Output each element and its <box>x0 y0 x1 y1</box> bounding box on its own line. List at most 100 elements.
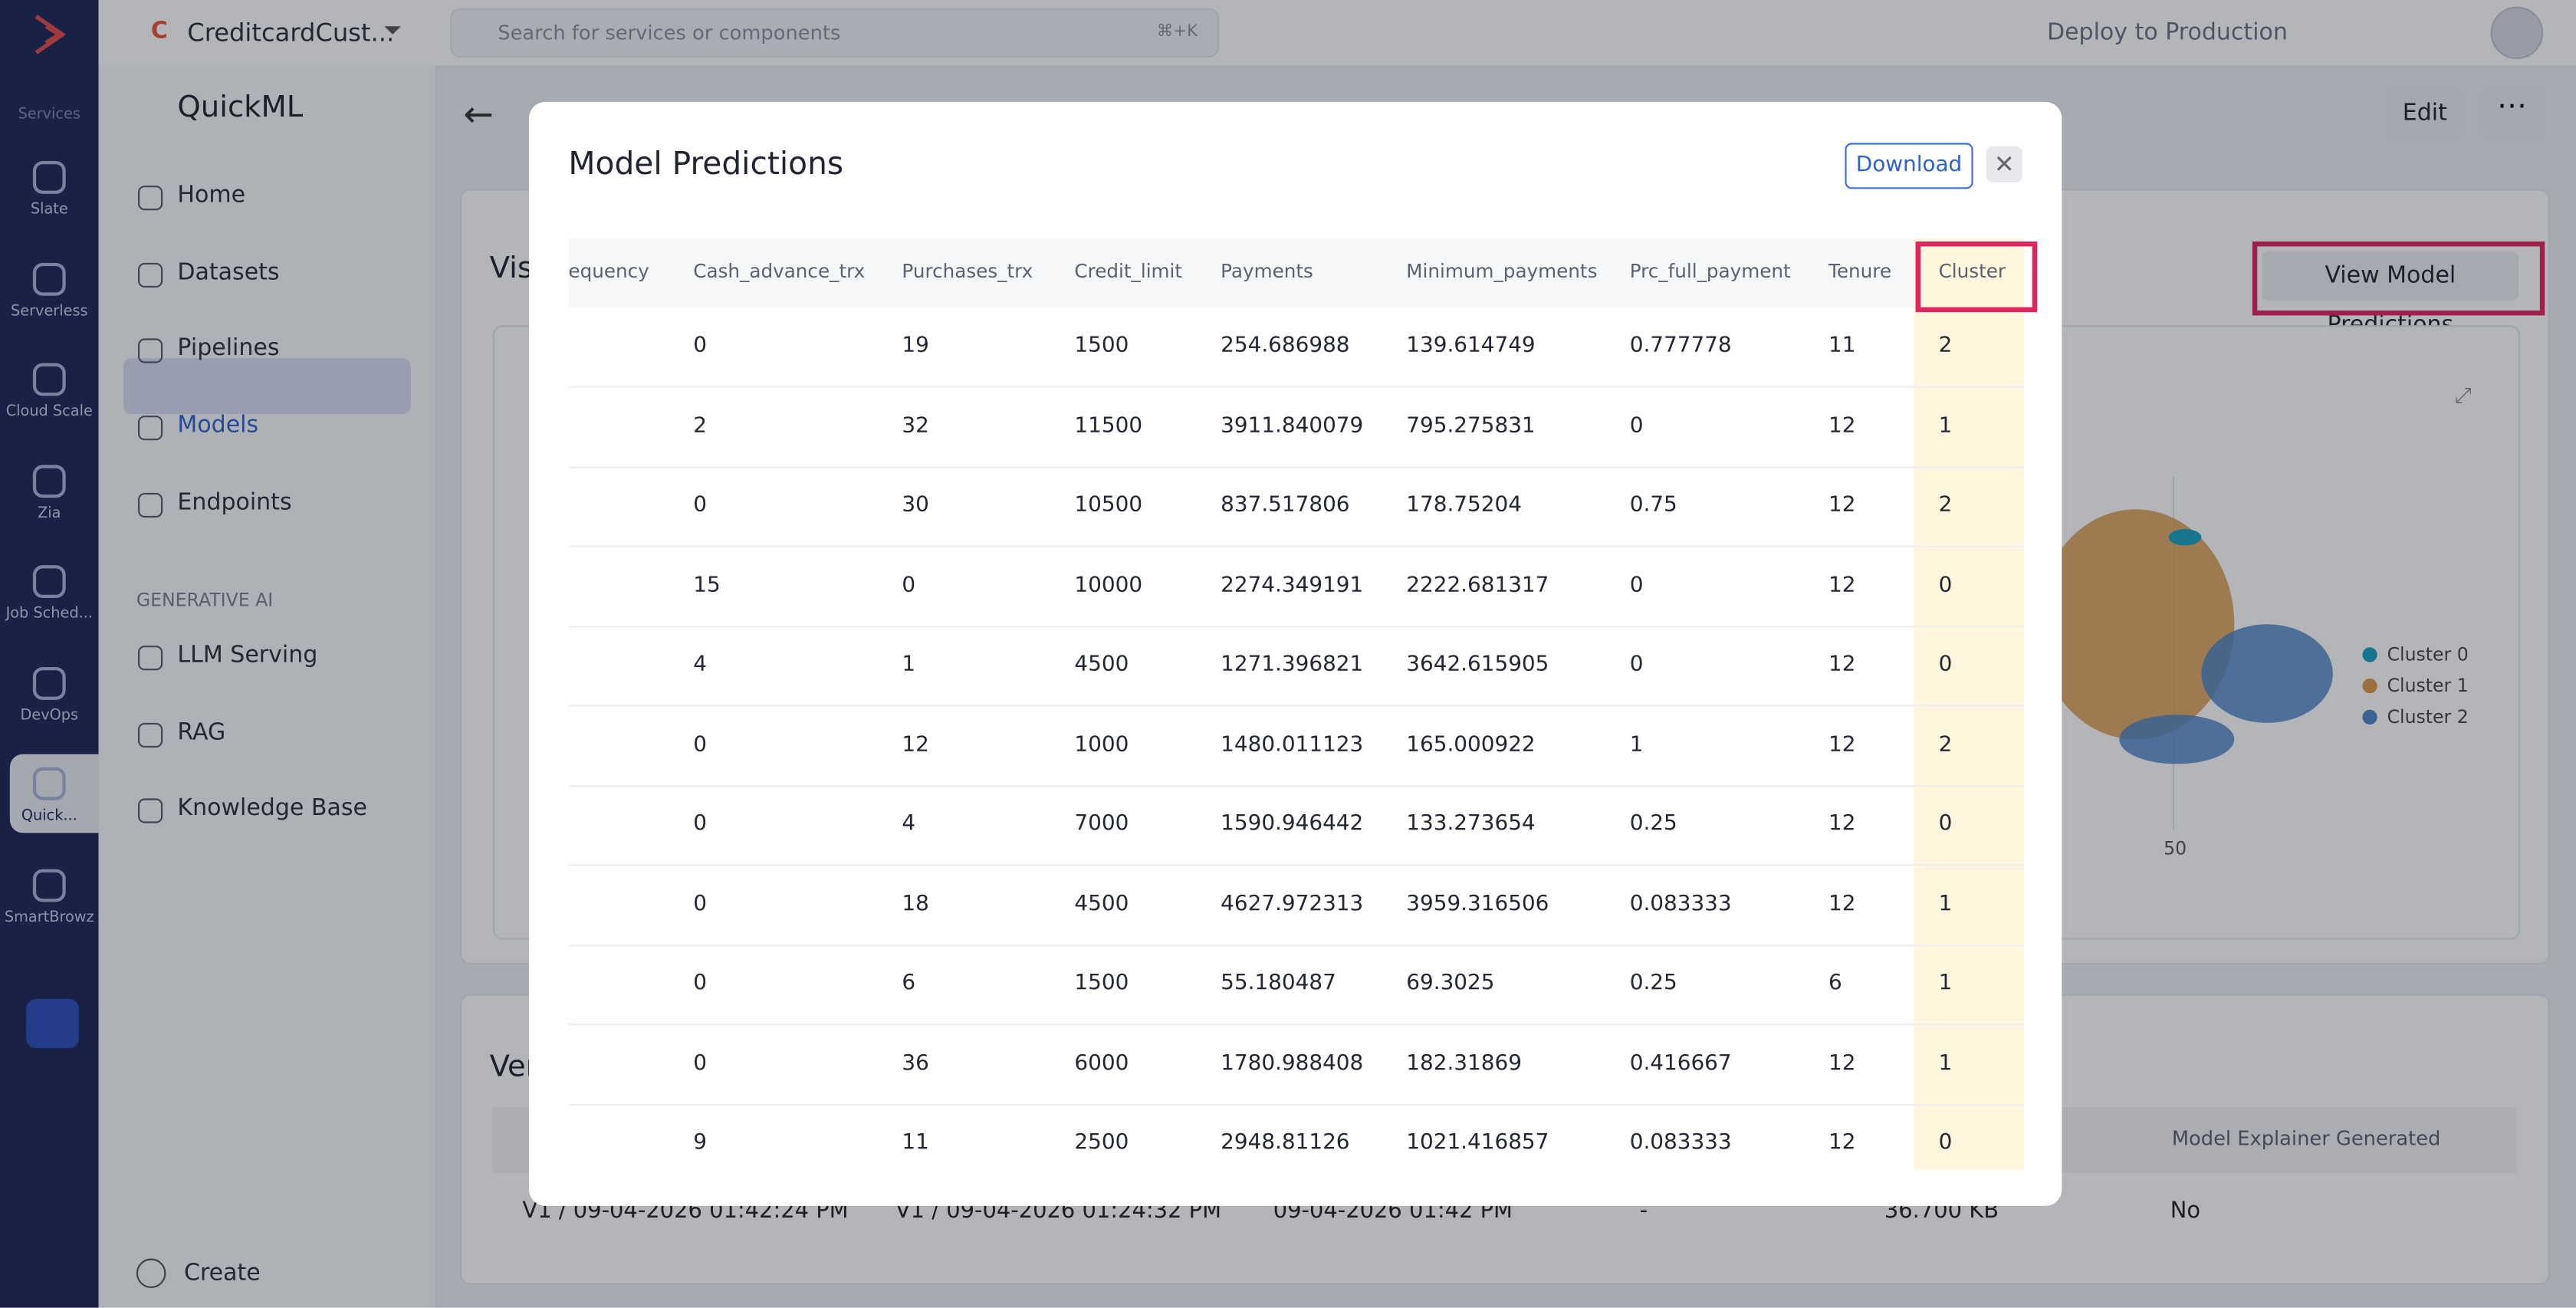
table-cell: 15 <box>693 572 721 597</box>
table-cell: 1590.946442 <box>1221 811 1364 836</box>
rail-item[interactable]: Zia <box>38 504 61 522</box>
nav-icon <box>138 416 163 441</box>
predictions-modal: Model Predictions Download ✕ equency Cash… <box>529 101 2062 1206</box>
rail-item[interactable]: Slate <box>30 202 68 219</box>
back-arrow[interactable]: ← <box>463 95 494 136</box>
table-cell: 0 <box>693 811 708 836</box>
rail-icon <box>32 363 66 396</box>
row-divider <box>568 386 2025 388</box>
column-header: Prc_full_payment <box>1629 259 1791 283</box>
table-cell: 69.3025 <box>1406 971 1495 996</box>
table-cell: 11500 <box>1074 412 1143 439</box>
rail-item[interactable]: DevOps <box>20 707 79 724</box>
deploy-button[interactable]: Deploy to Production <box>2047 19 2288 46</box>
table-cell: 12 <box>1829 572 1856 597</box>
table-cell: 0 <box>1938 811 1953 836</box>
table-cell: 12 <box>1829 492 1856 518</box>
nav-icon <box>138 799 163 824</box>
rail-icon <box>32 666 66 699</box>
row-divider <box>568 625 2025 627</box>
nav-item[interactable]: Knowledge Base <box>177 795 367 823</box>
table-cell: 4500 <box>1074 891 1129 916</box>
view-predictions-button[interactable]: View Model Predictions <box>2262 251 2518 338</box>
table-cell: 10000 <box>1074 572 1143 597</box>
nav-item[interactable]: Datasets <box>177 258 280 286</box>
table-cell: 1 <box>1938 1050 1953 1076</box>
table-cell: 0 <box>693 891 708 916</box>
table-cell: 2 <box>1938 731 1953 757</box>
rail-icon <box>32 767 66 800</box>
create-button[interactable]: Create <box>184 1260 261 1287</box>
nav-item[interactable]: RAG <box>177 718 226 746</box>
table-cell: 139.614749 <box>1406 334 1536 359</box>
row-divider <box>568 864 2025 866</box>
table-cell: 0.25 <box>1629 971 1677 996</box>
rail-icon <box>32 464 66 498</box>
rail-heading: Services <box>18 107 80 123</box>
edit-button[interactable]: Edit <box>2385 85 2465 142</box>
download-button[interactable]: Download <box>1845 143 1973 189</box>
table-cell: 1 <box>1938 412 1953 439</box>
legend-swatch <box>2362 679 2377 694</box>
table-cell: 9 <box>693 1130 708 1155</box>
table-cell: 133.273654 <box>1406 811 1536 836</box>
table-cell: 11 <box>1829 334 1856 359</box>
sidebar: QuickML Home Datasets Pipelines Models Endpo… <box>98 65 438 1308</box>
cluster-blob <box>2119 715 2235 764</box>
create-icon <box>136 1258 166 1288</box>
table-cell: 3911.840079 <box>1221 412 1364 439</box>
table-cell: 3959.316506 <box>1406 891 1549 916</box>
table-cell: 837.517806 <box>1221 492 1350 518</box>
row-divider <box>568 944 2025 946</box>
rail-item[interactable]: Quick... <box>21 808 77 825</box>
table-cell: 1021.416857 <box>1406 1130 1549 1155</box>
row-divider <box>568 465 2025 468</box>
table-cell: 165.000922 <box>1406 731 1536 757</box>
legend-label: Cluster 1 <box>2387 675 2469 697</box>
version-cell: No <box>2170 1198 2201 1224</box>
table-cell: 795.275831 <box>1406 412 1536 439</box>
table-cell: 1271.396821 <box>1221 652 1364 677</box>
table-cell: 4 <box>693 652 708 677</box>
project-name[interactable]: CreditcardCust... <box>187 18 395 48</box>
column-header: equency <box>568 259 649 283</box>
table-cell: 2 <box>693 412 708 439</box>
rail-item[interactable]: SmartBrowz <box>4 909 94 926</box>
table-cell: 12 <box>1829 811 1856 836</box>
table-cell: 0 <box>693 1050 708 1076</box>
section-heading: Vis <box>489 251 533 286</box>
nav-item[interactable]: Endpoints <box>177 489 292 516</box>
column-header: Minimum_payments <box>1406 259 1598 283</box>
legend-swatch <box>2362 647 2377 662</box>
column-header: Tenure <box>1829 259 1892 283</box>
nav-item[interactable]: Models <box>177 412 259 439</box>
table-cell: 36 <box>902 1050 929 1076</box>
rail-icon <box>32 565 66 598</box>
more-button[interactable]: ⋯ <box>2479 85 2545 142</box>
table-header <box>568 238 2025 307</box>
nav-item[interactable]: Pipelines <box>177 335 280 363</box>
table-cell: 12 <box>1829 1050 1856 1076</box>
close-button[interactable]: ✕ <box>1986 146 2022 182</box>
table-cell: 1480.011123 <box>1221 731 1364 757</box>
avatar[interactable] <box>2490 6 2544 60</box>
nav-item[interactable]: Home <box>177 182 246 209</box>
rail-item[interactable]: Serverless <box>10 303 88 320</box>
nav-item[interactable]: LLM Serving <box>177 642 318 669</box>
project-initial: C <box>144 16 175 46</box>
search-box[interactable]: Search for services or components ⌘+K <box>450 8 1219 58</box>
table-cell: 6 <box>902 971 916 996</box>
apps-button[interactable] <box>26 998 79 1049</box>
rail-icon <box>32 868 66 902</box>
rail-item[interactable]: Cloud Scale <box>5 404 93 421</box>
axis-tick-label: 50 <box>2164 837 2187 859</box>
row-divider <box>568 705 2025 707</box>
nav-icon <box>138 339 163 364</box>
expand-icon[interactable]: ⤢ <box>2454 384 2472 409</box>
table-cell: 30 <box>902 492 929 518</box>
app-name: QuickML <box>177 90 304 125</box>
rail-item[interactable]: Job Sched... <box>5 606 94 623</box>
highlight-box <box>2252 242 2545 316</box>
table-cell: 2948.81126 <box>1221 1130 1350 1155</box>
